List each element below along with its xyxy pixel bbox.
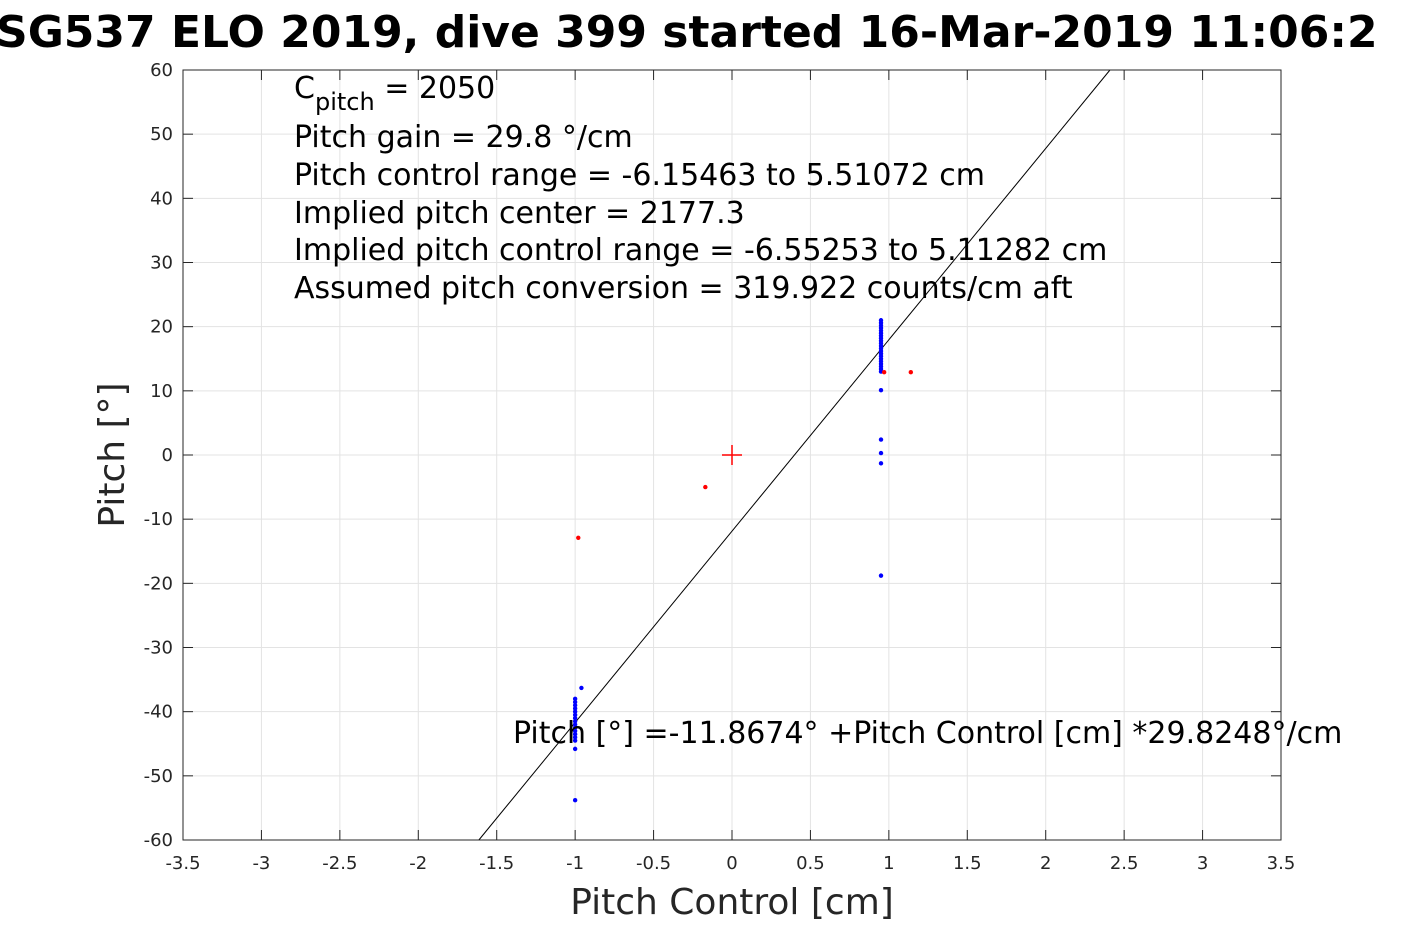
blue-data-point bbox=[878, 437, 884, 442]
x-tick-label: 1.5 bbox=[953, 853, 982, 874]
blue-data-point bbox=[572, 746, 578, 752]
cpitch-subscript: pitch bbox=[315, 88, 375, 116]
x-tick-label: 3 bbox=[1197, 853, 1208, 874]
x-tick-label: -3 bbox=[252, 853, 270, 874]
blue-data-point bbox=[572, 703, 578, 708]
x-tick-label: -3.5 bbox=[165, 853, 200, 874]
blue-data-point bbox=[572, 728, 578, 734]
y-tick-label: -40 bbox=[144, 702, 173, 723]
x-tick-label: 0.5 bbox=[796, 853, 825, 874]
x-tick-label: 1 bbox=[883, 853, 894, 874]
y-tick-label: -20 bbox=[144, 573, 173, 594]
y-tick-label: -60 bbox=[144, 830, 173, 851]
x-tick-label: -2.5 bbox=[322, 853, 357, 874]
blue-data-point bbox=[572, 699, 578, 705]
center-marker-layer bbox=[722, 445, 742, 465]
data-points bbox=[572, 318, 914, 803]
annotation-pitch-gain: Pitch gain = 29.8 °/cm bbox=[294, 120, 633, 155]
chart-title: SG537 ELO 2019, dive 399 started 16-Mar-… bbox=[0, 7, 1378, 58]
blue-data-point bbox=[572, 725, 578, 730]
x-tick-label: 0 bbox=[726, 853, 737, 874]
x-tick-label: -1.5 bbox=[479, 853, 514, 874]
blue-data-point bbox=[572, 709, 578, 714]
blue-data-point bbox=[878, 573, 884, 578]
cpitch-value: = 2050 bbox=[375, 71, 496, 106]
x-axis-label: Pitch Control [cm] bbox=[570, 882, 894, 923]
annotation-pitch-conversion: Assumed pitch conversion = 319.922 count… bbox=[294, 271, 1073, 306]
y-tick-label: -10 bbox=[144, 509, 173, 530]
y-tick-label: 40 bbox=[150, 188, 173, 209]
y-axis-label: Pitch [°] bbox=[92, 382, 133, 527]
annotation-implied-range: Implied pitch control range = -6.55253 t… bbox=[294, 233, 1107, 268]
y-tick-label: 30 bbox=[150, 253, 173, 274]
y-tick-label: 0 bbox=[162, 445, 173, 466]
annotation-cpitch: Cpitch = 2050 bbox=[294, 71, 495, 116]
x-tick-label: 3.5 bbox=[1267, 853, 1296, 874]
axis-ticks: -3.5 -3 -2.5 -2 -1.5 -1 -0.5 0 0.5 1 1.5 2 2.5 3 3.5 -6… bbox=[144, 60, 1296, 874]
y-tick-label: 50 bbox=[150, 124, 173, 145]
red-data-point bbox=[576, 535, 581, 540]
x-tick-label: -0.5 bbox=[636, 853, 671, 874]
y-tick-label: -30 bbox=[144, 638, 173, 659]
blue-data-point bbox=[878, 387, 884, 393]
blue-data-point bbox=[572, 712, 578, 718]
red-data-point bbox=[908, 370, 914, 375]
blue-data-point bbox=[572, 706, 578, 711]
cpitch-base: C bbox=[294, 71, 315, 106]
blue-data-point bbox=[572, 715, 578, 721]
blue-data-point bbox=[572, 738, 578, 743]
x-tick-label: -2 bbox=[409, 853, 427, 874]
blue-data-point bbox=[572, 722, 578, 727]
y-tick-label: -50 bbox=[144, 766, 173, 787]
fit-line bbox=[478, 69, 1111, 841]
blue-data-point bbox=[579, 685, 584, 691]
fit-line-layer bbox=[478, 69, 1111, 841]
x-tick-label: 2 bbox=[1040, 853, 1051, 874]
red-data-point bbox=[881, 370, 887, 375]
y-tick-label: 60 bbox=[150, 60, 173, 81]
x-tick-label: 2.5 bbox=[1110, 853, 1139, 874]
y-tick-label: 20 bbox=[150, 317, 173, 338]
x-tick-label: -1 bbox=[566, 853, 584, 874]
blue-data-point bbox=[878, 450, 884, 456]
fit-equation: Pitch [°] =-11.8674° +Pitch Control [cm]… bbox=[513, 716, 1342, 751]
blue-data-point bbox=[878, 461, 884, 466]
blue-data-point bbox=[572, 731, 578, 737]
blue-data-point bbox=[572, 719, 578, 724]
blue-data-point bbox=[572, 735, 578, 740]
y-tick-label: 10 bbox=[150, 381, 173, 402]
annotation-pitch-control-range: Pitch control range = -6.15463 to 5.5107… bbox=[294, 158, 985, 193]
red-data-point bbox=[703, 484, 708, 490]
blue-data-point bbox=[572, 798, 578, 803]
blue-data-point bbox=[572, 696, 578, 702]
annotation-implied-pitch-center: Implied pitch center = 2177.3 bbox=[294, 196, 745, 231]
